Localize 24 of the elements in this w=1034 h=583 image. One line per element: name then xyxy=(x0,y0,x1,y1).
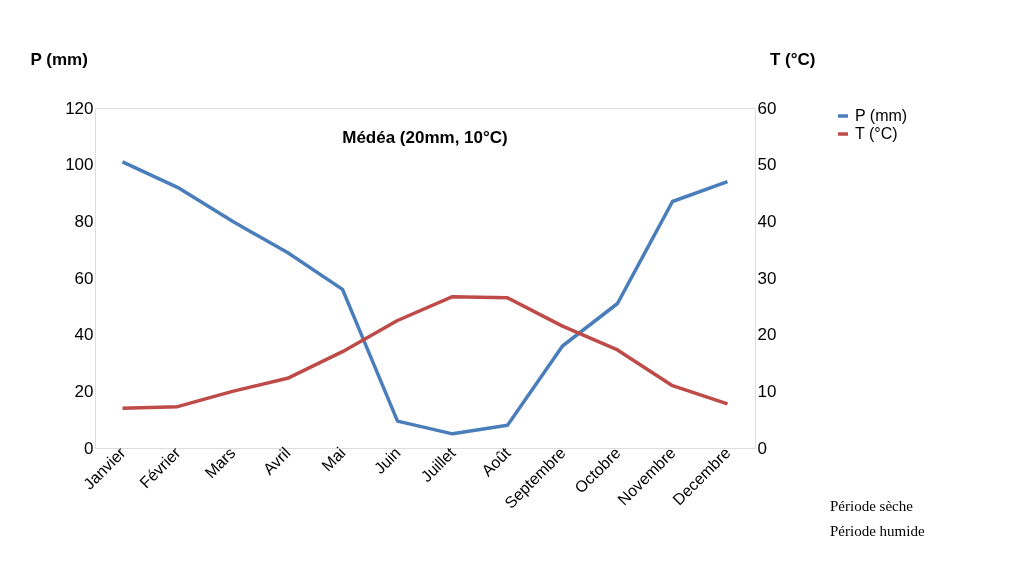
y-tick-label: 80 xyxy=(74,211,94,231)
y-axis-title: P (mm) xyxy=(30,49,88,69)
y2-tick-label: 50 xyxy=(757,155,777,175)
y-tick-label: 100 xyxy=(65,155,94,175)
y-tick-label: 20 xyxy=(74,381,94,401)
y2-tick-label: 30 xyxy=(757,268,777,288)
y2-tick-label: 20 xyxy=(757,325,777,345)
y2-tick-label: 0 xyxy=(757,438,767,458)
y-tick-label: 60 xyxy=(74,268,94,288)
text: Période humide xyxy=(830,522,925,539)
y-tick-label: 40 xyxy=(74,325,94,345)
line-series xyxy=(120,294,730,411)
legend-label: T (°C) xyxy=(855,125,898,142)
x-tick-label: Mai xyxy=(318,444,349,475)
text: Médéa (20mm, 10°C) xyxy=(342,128,508,147)
y2-tick-label: 40 xyxy=(757,211,777,231)
y-tick-label: 120 xyxy=(65,98,94,118)
y2-axis-title: T (°C) xyxy=(769,49,816,69)
legend-label: P (mm) xyxy=(855,107,908,124)
y2-tick-label: 10 xyxy=(757,381,777,401)
y2-tick-label: 60 xyxy=(757,98,777,118)
x-tick-label: Juin xyxy=(370,444,404,477)
text: Période sèche xyxy=(830,497,914,514)
line-series xyxy=(120,160,730,436)
